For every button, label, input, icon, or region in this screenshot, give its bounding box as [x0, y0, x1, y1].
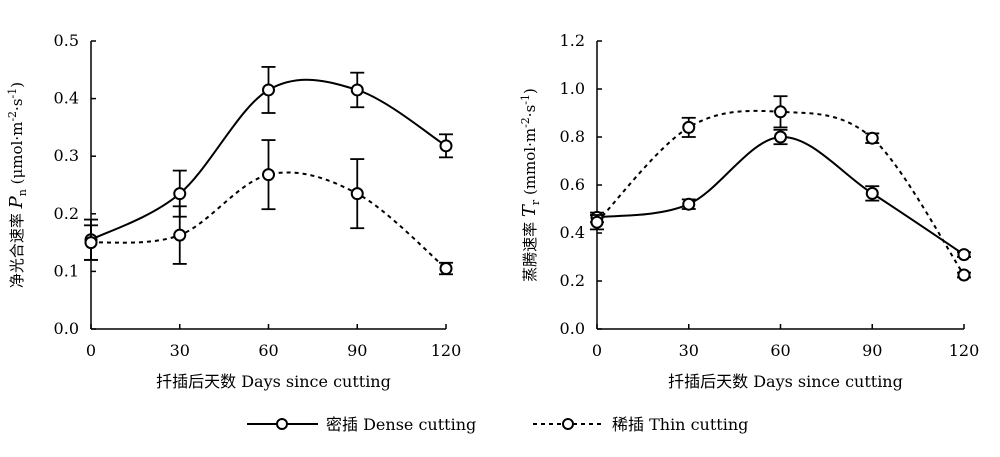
data-point-dense — [682, 197, 696, 211]
chart-net-photosynthesis: 0.0 0.1 0.2 0.3 0.4 0.5 0 30 60 90 120 扦插后天数 Days s… — [6, 31, 461, 391]
data-point-thin — [865, 131, 879, 145]
x-tick-label: 0 — [86, 341, 96, 360]
y-tick-label: 0.3 — [54, 146, 79, 165]
chart-transpiration: 0.0 0.2 0.4 0.6 0.8 1.0 1.2 0 30 60 90 120 扦插后天数 Day… — [519, 31, 979, 391]
y-tick-label: 0.4 — [54, 89, 79, 108]
y-tick-label: 0.8 — [560, 127, 585, 146]
y-axis-label: 蒸腾速率 Tr (mmol·m-2·s-1) — [519, 88, 542, 282]
y-tick-label: 1.2 — [560, 31, 585, 50]
data-point-thin — [439, 262, 453, 276]
data-point-thin — [774, 105, 787, 119]
y-tick-label: 0.2 — [560, 271, 585, 290]
x-tick-label: 120 — [431, 341, 462, 360]
data-point-thin — [173, 228, 187, 242]
x-tick-label: 90 — [347, 341, 367, 360]
data-point-dense — [865, 186, 879, 200]
legend-dense-label: 密插 Dense cutting — [326, 415, 476, 434]
data-point-dense — [350, 83, 364, 97]
y-tick-label: 0.0 — [54, 319, 79, 338]
series-line-dense — [596, 135, 965, 256]
data-point-dense — [439, 139, 453, 153]
x-tick-label: 60 — [258, 341, 278, 360]
y-axis-label: 净光合速率 Pn (μmol·m-2·s-1) — [6, 82, 29, 288]
legend-dense-marker — [276, 418, 288, 430]
data-point-dense — [173, 187, 187, 201]
x-tick-label: 0 — [592, 341, 602, 360]
data-point-dense — [262, 83, 275, 97]
x-tick-label: 30 — [170, 341, 190, 360]
x-axis-label: 扦插后天数 Days since cutting — [668, 372, 903, 391]
y-tick-label: 0.5 — [54, 31, 79, 50]
y-tick-label: 0.2 — [54, 204, 79, 223]
legend-thin-marker — [562, 418, 574, 430]
y-tick-label: 1.0 — [560, 79, 585, 98]
data-point-thin — [262, 168, 275, 182]
y-tick-label: 0.1 — [54, 261, 79, 280]
y-tick-label: 0.6 — [560, 175, 585, 194]
data-point-thin — [84, 236, 98, 250]
x-tick-label: 120 — [949, 341, 980, 360]
data-point-dense — [957, 248, 971, 262]
legend-thin-label: 稀插 Thin cutting — [612, 415, 748, 434]
y-tick-label: 0.4 — [560, 223, 585, 242]
x-tick-label: 30 — [679, 341, 699, 360]
x-tick-label: 60 — [770, 341, 790, 360]
data-point-thin — [590, 215, 604, 229]
data-point-dense — [774, 130, 787, 144]
x-tick-label: 90 — [862, 341, 882, 360]
data-point-thin — [350, 187, 364, 201]
data-point-thin — [957, 268, 971, 282]
data-point-thin — [682, 120, 696, 134]
series-line-thin — [90, 171, 447, 270]
y-tick-label: 0.0 — [560, 319, 585, 338]
x-axis-label: 扦插后天数 Days since cutting — [156, 372, 391, 391]
legend: 密插 Dense cutting 稀插 Thin cutting — [247, 415, 748, 434]
